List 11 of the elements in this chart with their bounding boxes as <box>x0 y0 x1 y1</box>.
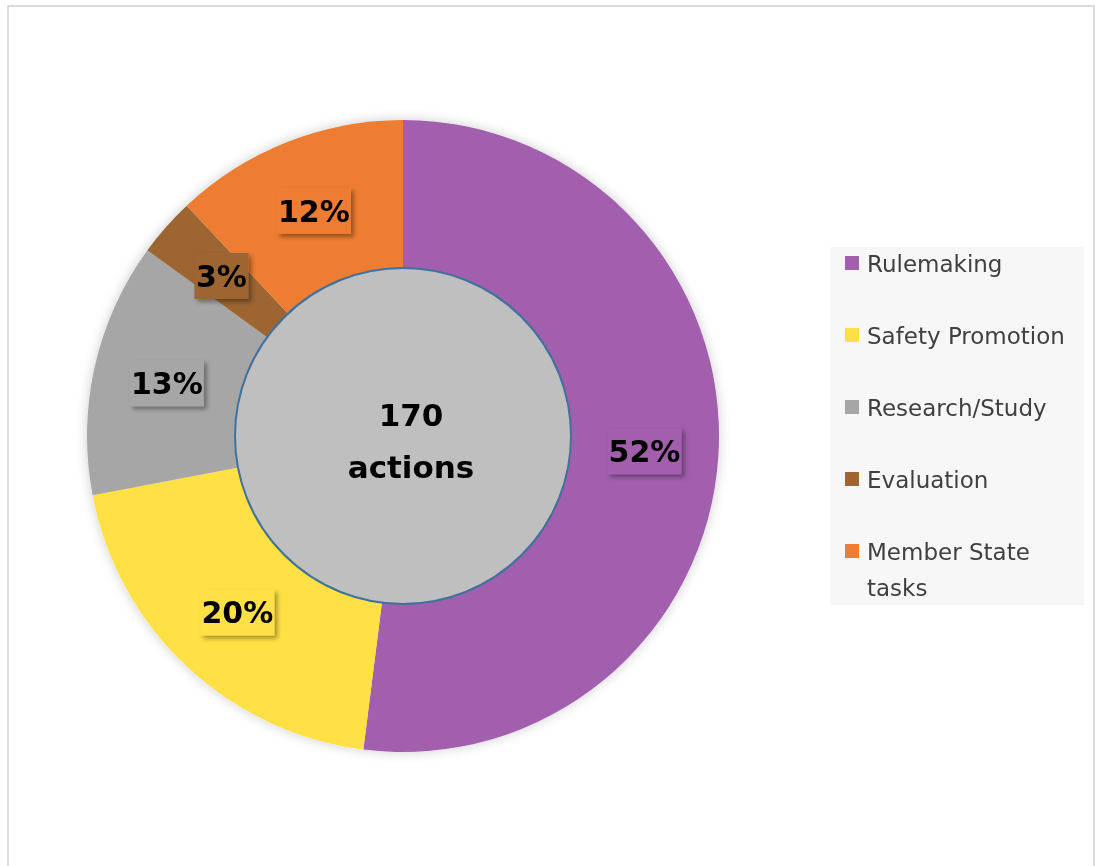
data-label: 12% <box>278 193 350 229</box>
legend-label: Safety Promotion <box>867 323 1065 349</box>
text: 170 actions <box>347 397 475 485</box>
data-label: 20% <box>201 595 274 631</box>
legend-label: Research/Study <box>867 395 1047 421</box>
legend-label: Evaluation <box>867 467 989 493</box>
data-label: 52% <box>608 434 681 470</box>
data-label: 13% <box>130 366 203 402</box>
legend-label: Rulemaking <box>867 251 1003 277</box>
data-label: 3% <box>196 258 247 294</box>
legend-label: Member State tasks <box>867 539 1030 601</box>
